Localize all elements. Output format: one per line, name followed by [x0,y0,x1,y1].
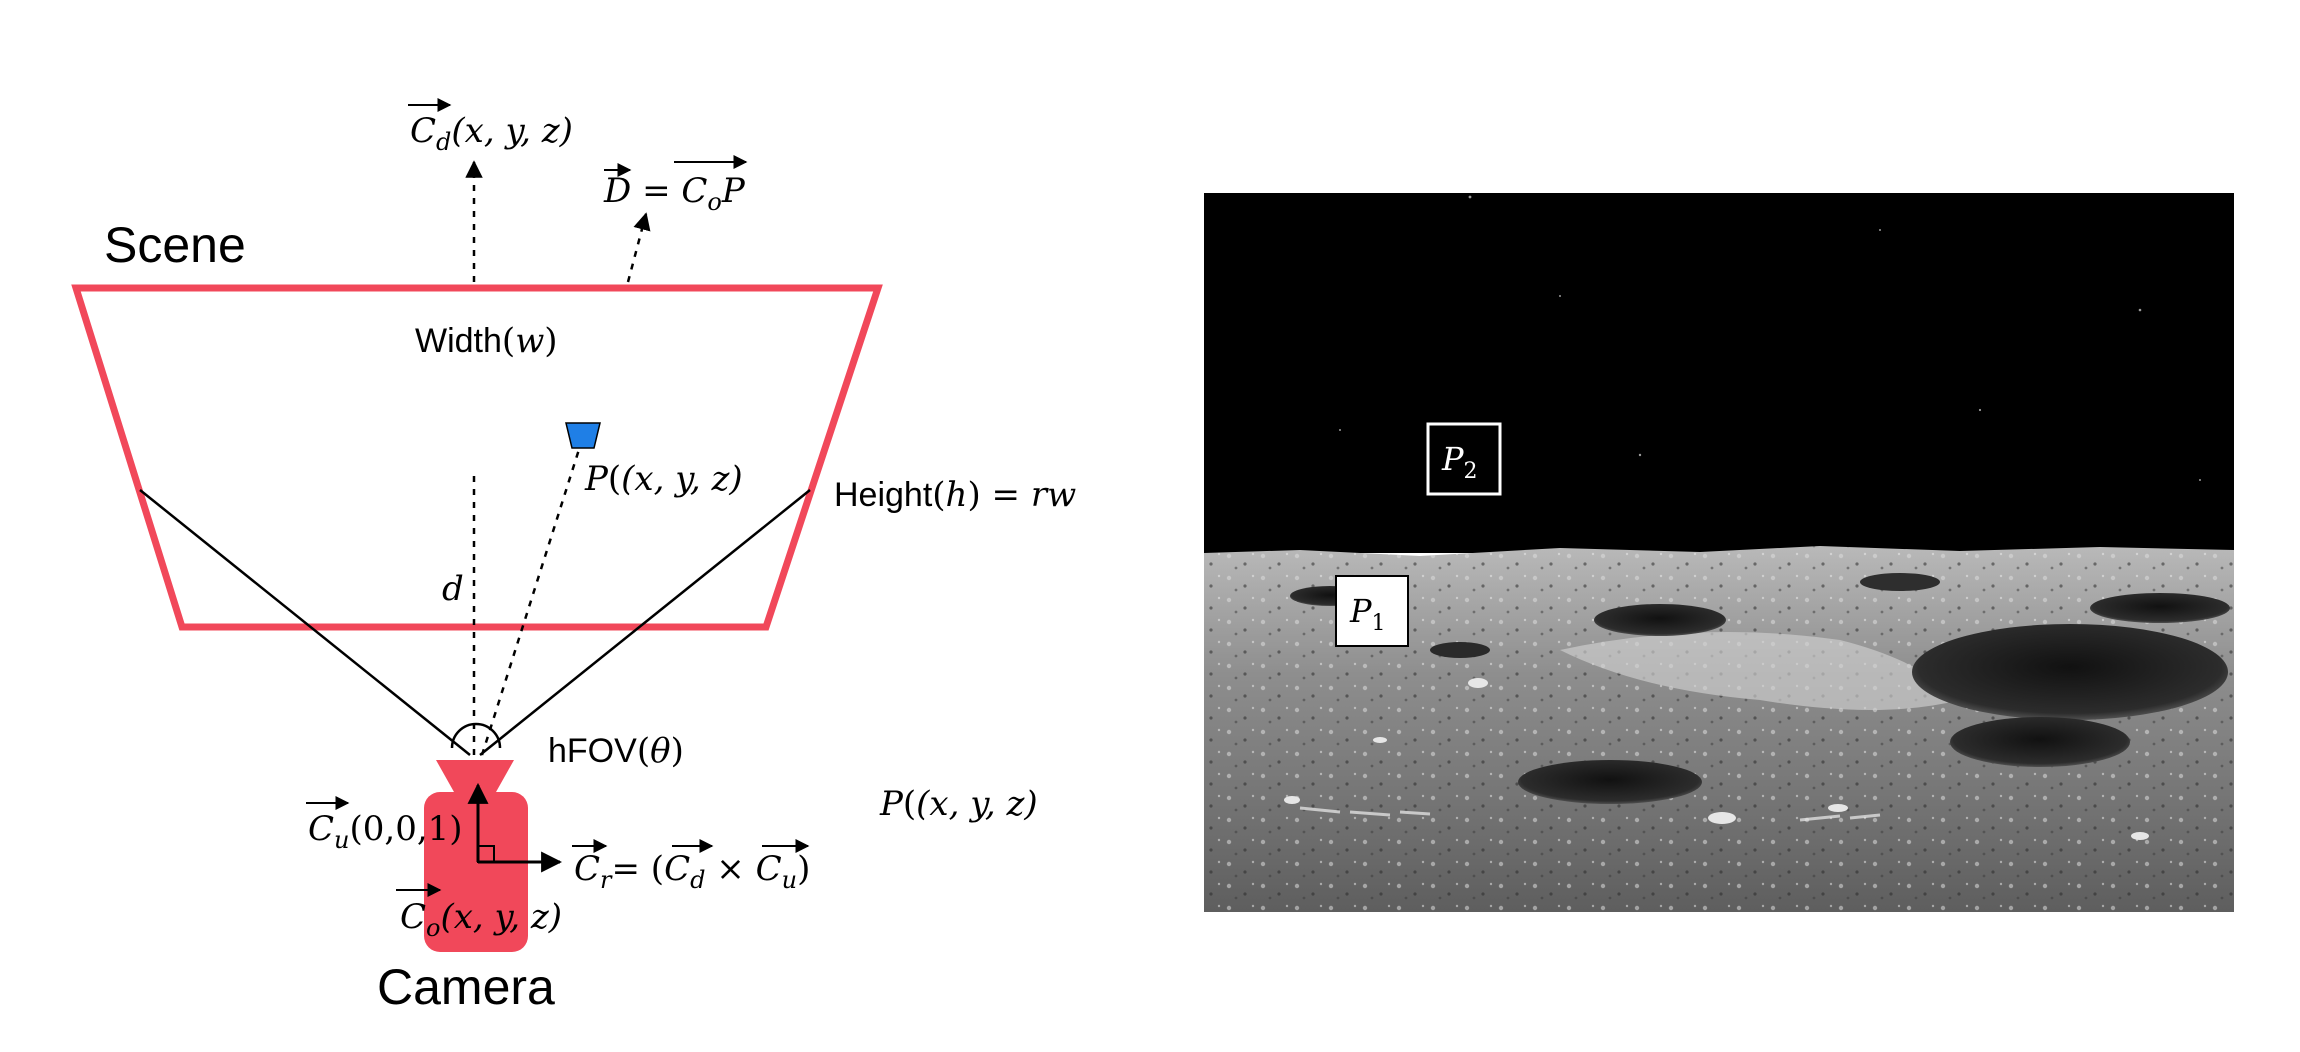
crater-small-2 [1860,573,1940,591]
marker-p1: P1 [1335,575,1409,647]
photo-sky [1204,193,2234,553]
tracks [1299,806,1881,822]
marker-p2: P2 [1426,422,1502,496]
bright-ridge [1560,632,1960,710]
height-label: Height(h) = rw [834,475,1076,515]
svg-text:D = CoP: D = CoP [603,171,746,216]
stars [1339,195,2201,481]
camera-body-icon [424,760,528,952]
camera-label: Camera [377,959,555,1015]
right-vector-label: Cr= (Cd × Cu) [572,839,810,894]
fov-left-edge [139,489,471,756]
crater-lower-right [1950,717,2130,767]
svg-text:Cd(x, y, z): Cd(x, y, z) [410,111,573,156]
fov-angle-arc [450,722,502,749]
scene-frame [71,284,883,631]
svg-text:Co(x, y, z): Co(x, y, z) [400,897,562,942]
crater-large [1912,624,2228,720]
svg-text:Cr= (Cd × Cu): Cr= (Cd × Cu) [574,849,810,894]
crater-lower [1518,760,1702,804]
point-label: P((x, y, z) [584,459,743,499]
direction-vector-arrow [626,212,651,283]
up-vector-label: Cu(0,0,1) [306,796,463,854]
svg-text:Cu(0,0,1): Cu(0,0,1) [308,809,463,854]
forward-vector-label: Cd(x, y, z) [408,98,573,156]
svg-text:P2: P2 [1441,440,1478,484]
point-marker [565,422,601,449]
direction-vector-label: D = CoP [603,155,748,216]
camera-to-point-ray [480,439,584,756]
right-angle-mark [477,845,495,863]
scene-label: Scene [104,217,246,273]
crater-mid [1594,604,1726,636]
hfov-label: hFOV(θ) [548,731,684,771]
width-label: Width(w) [415,321,558,361]
lunar-surface-photo: P2 P1 [1204,193,2234,912]
crater-far-right [2090,593,2230,623]
crater-small [1430,642,1490,658]
rocks [1284,678,2149,840]
origin-vector-label: Co(x, y, z) [396,883,562,942]
fov-right-edge [479,489,811,756]
distance-label: d [442,569,464,609]
camera-scene-diagram: Scene Width(w) Height(h) = rw hFOV(θ) d [71,98,1076,1015]
svg-text:P1: P1 [1349,592,1386,636]
loose-point-label: P((x, y, z) [879,784,1038,824]
